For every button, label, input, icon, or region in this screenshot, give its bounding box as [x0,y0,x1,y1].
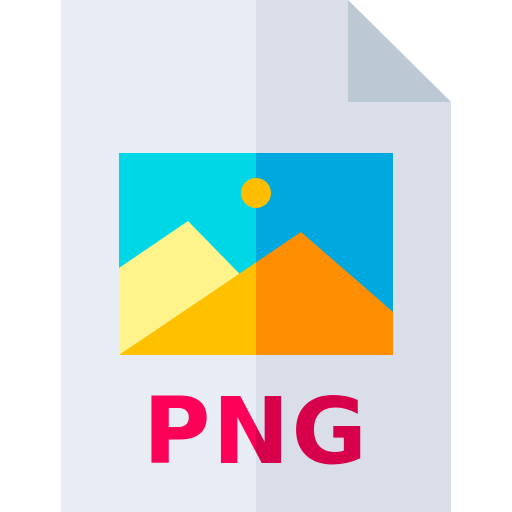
sun-icon [241,178,271,208]
file-type-label: PNG PNG [143,378,369,485]
mountains-icon [119,221,393,355]
front-mountain [119,232,393,355]
svg-text:PNG: PNG [143,378,369,485]
corner-fold [348,0,451,102]
svg-text:PNG: PNG [143,378,369,485]
